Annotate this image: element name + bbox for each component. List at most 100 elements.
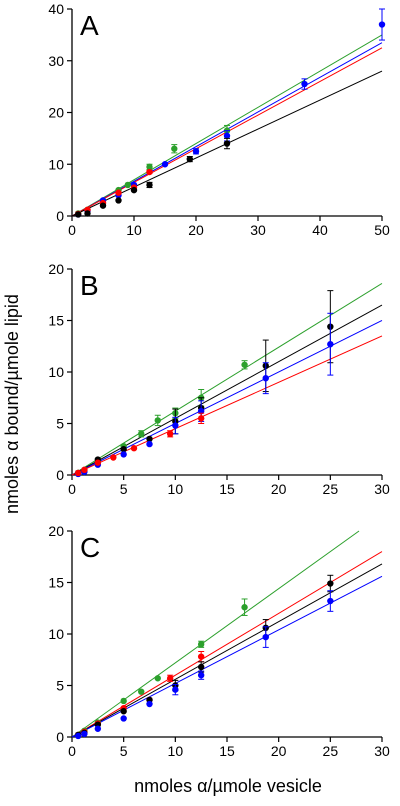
data-point xyxy=(130,445,138,452)
data-point xyxy=(171,145,178,152)
data-point xyxy=(110,454,117,461)
x-tick-label: 30 xyxy=(250,222,266,238)
fit-line xyxy=(71,282,383,476)
data-point xyxy=(99,202,107,209)
data-point xyxy=(186,155,193,163)
data-point xyxy=(301,80,308,88)
data-point xyxy=(120,697,127,705)
y-tick-label: 10 xyxy=(48,626,64,642)
x-tick-label: 0 xyxy=(68,481,76,497)
fit-line xyxy=(71,320,383,476)
y-tick-label: 10 xyxy=(48,156,64,172)
data-point xyxy=(327,340,334,348)
y-tick-label: 15 xyxy=(48,575,64,591)
chart-panel-B: 0 5 10 15 20 25 30 0 5 10 15 20 B xyxy=(48,261,390,497)
fit-line xyxy=(71,551,383,738)
data-point xyxy=(262,633,269,641)
x-tick-label: 30 xyxy=(374,743,390,759)
x-tick-label: 50 xyxy=(374,222,390,238)
x-tick-label: 25 xyxy=(323,743,339,759)
y-tick-label: 20 xyxy=(48,523,64,539)
data-point xyxy=(197,663,205,671)
data-point xyxy=(120,446,127,453)
data-point xyxy=(75,469,82,477)
fit-line xyxy=(71,335,383,476)
data-point xyxy=(262,374,269,382)
x-tick-label: 15 xyxy=(219,481,235,497)
x-tick-label: 20 xyxy=(188,222,204,238)
x-tick-label: 30 xyxy=(374,481,390,497)
data-point xyxy=(146,181,153,189)
y-tick-label: 0 xyxy=(56,467,64,483)
data-point xyxy=(75,732,82,740)
data-point xyxy=(115,189,122,196)
x-tick-label: 25 xyxy=(323,481,339,497)
x-tick-label: 10 xyxy=(126,222,142,238)
x-tick-label: 15 xyxy=(219,743,235,759)
y-tick-label: 5 xyxy=(56,416,64,432)
y-tick-label: 5 xyxy=(56,678,64,694)
data-point xyxy=(161,161,169,168)
data-point xyxy=(197,672,205,679)
data-point xyxy=(81,466,88,474)
data-point xyxy=(120,451,127,458)
data-point xyxy=(223,132,231,139)
x-tick-label: 20 xyxy=(271,481,287,497)
y-tick-label: 30 xyxy=(48,53,64,69)
data-point xyxy=(94,725,102,732)
data-point xyxy=(146,700,153,708)
chart-panel-A: 0 10 20 30 40 50 0 10 20 30 40 A xyxy=(48,1,390,238)
x-tick-label: 20 xyxy=(271,743,287,759)
panel-label: A xyxy=(80,10,99,41)
data-point xyxy=(241,604,248,611)
fit-line xyxy=(71,563,383,738)
x-axis-title: nmoles α/µmole vesicle xyxy=(134,776,322,796)
data-point xyxy=(94,459,102,466)
x-tick-label: 0 xyxy=(68,743,76,759)
x-tick-label: 0 xyxy=(68,222,76,238)
data-point xyxy=(197,653,205,660)
data-point xyxy=(166,675,174,682)
data-point xyxy=(138,430,145,437)
y-tick-label: 0 xyxy=(56,729,64,745)
fit-line xyxy=(71,530,360,738)
data-point xyxy=(146,440,153,448)
x-tick-label: 5 xyxy=(120,743,128,759)
panel-label: C xyxy=(80,532,100,563)
data-point xyxy=(154,675,161,682)
data-point xyxy=(197,415,205,422)
y-tick-label: 40 xyxy=(48,1,64,17)
data-point xyxy=(378,21,386,28)
data-point xyxy=(154,417,161,424)
data-point xyxy=(130,186,138,194)
data-point xyxy=(120,715,127,722)
data-point xyxy=(172,686,179,693)
data-point xyxy=(124,181,131,189)
data-point xyxy=(166,430,174,437)
data-point xyxy=(241,361,248,368)
data-point xyxy=(146,435,153,443)
data-point xyxy=(223,140,231,147)
x-tick-label: 5 xyxy=(120,481,128,497)
x-tick-label: 10 xyxy=(168,481,184,497)
data-point xyxy=(146,168,153,176)
data-point xyxy=(197,641,205,648)
data-point xyxy=(75,211,82,218)
x-tick-label: 40 xyxy=(312,222,328,238)
panel-label: B xyxy=(80,270,99,301)
chart-panel-C: 0 5 10 15 20 25 30 0 5 10 15 20 C xyxy=(48,523,390,759)
y-tick-label: 0 xyxy=(56,208,64,224)
y-tick-label: 20 xyxy=(48,261,64,277)
data-point xyxy=(138,688,145,695)
data-point xyxy=(192,148,200,155)
data-point xyxy=(120,708,127,715)
data-point xyxy=(172,422,179,429)
y-tick-label: 10 xyxy=(48,364,64,380)
fit-line xyxy=(71,304,383,476)
y-axis-title: nmoles α bound/µmole lipid xyxy=(2,294,22,514)
x-tick-label: 10 xyxy=(168,743,184,759)
data-point xyxy=(146,163,153,171)
fit-line xyxy=(71,575,383,738)
